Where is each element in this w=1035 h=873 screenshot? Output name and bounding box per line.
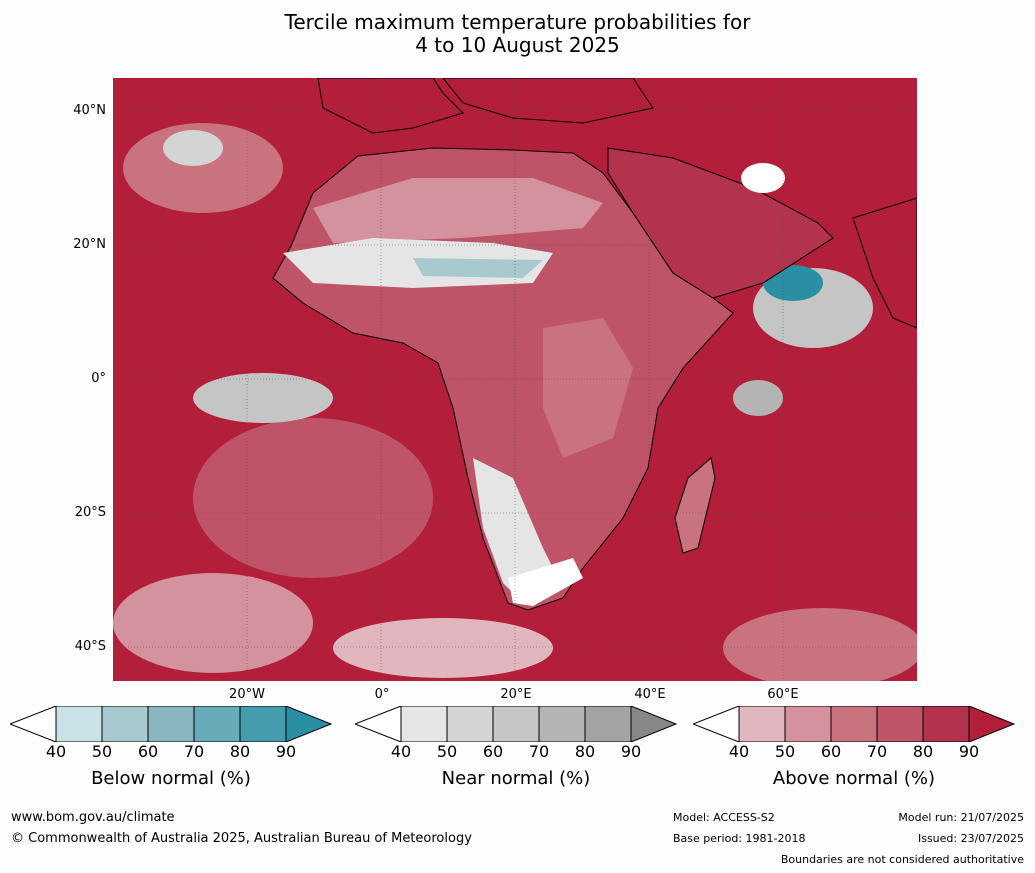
south-atlantic-low-zone [113, 573, 313, 673]
near-swatch-50-60 [446, 706, 494, 742]
gulf-guinea-near-zone [193, 373, 333, 423]
model-info: Model: ACCESS-S2 [673, 811, 775, 824]
colorbar-near-normal [355, 706, 677, 742]
azores-near-normal-zone [163, 130, 223, 166]
above-tick-90: 90 [958, 742, 980, 761]
below-swatch-over [285, 706, 332, 742]
above-swatch-70-80 [876, 706, 924, 742]
graticule [113, 78, 917, 681]
arabia-white-zone [741, 163, 785, 193]
lat-label-40n: 40°N [73, 103, 106, 118]
near-swatch-80-90 [584, 706, 632, 742]
above-tick-40: 40 [728, 742, 750, 761]
lon-label-0: 0° [374, 687, 390, 702]
map-title-line-1: Tercile maximum temperature probabilitie… [284, 10, 751, 34]
lon-label-20w: 20°W [229, 687, 265, 702]
lon-label-40e: 40°E [634, 687, 666, 702]
near-tick-70: 70 [528, 742, 550, 761]
arabian-peninsula [607, 147, 834, 299]
website-link[interactable]: www.bom.gov.au/climate [11, 810, 175, 825]
below-tick-80: 80 [229, 742, 251, 761]
near-normal-label: Near normal (%) [441, 768, 591, 789]
mediterranean-coast [442, 78, 654, 124]
lon-label-20e: 20°E [500, 687, 532, 702]
near-tick-60: 60 [482, 742, 504, 761]
issued-info: Issued: 23/07/2025 [917, 832, 1024, 845]
above-normal-label: Above normal (%) [772, 768, 936, 789]
below-tick-70: 70 [183, 742, 205, 761]
indian-ocean-near-zone [733, 380, 783, 416]
near-tick-80: 80 [574, 742, 596, 761]
near-swatch-60-70 [492, 706, 540, 742]
above-swatch-50-60 [784, 706, 832, 742]
above-swatch-80-90 [922, 706, 970, 742]
south-indian-ocean-zone [723, 608, 917, 681]
below-tick-50: 50 [91, 742, 113, 761]
near-swatch-over [630, 706, 677, 742]
near-swatch-under [355, 706, 402, 742]
namibia-near-zone [473, 458, 563, 603]
below-swatch-80-90 [239, 706, 287, 742]
map-title-line-2: 4 to 10 August 2025 [415, 33, 620, 57]
copyright-text: © Commonwealth of Australia 2025, Austra… [11, 831, 472, 846]
atlantic-north-zone [123, 123, 283, 213]
below-tick-40: 40 [45, 742, 67, 761]
above-tick-80: 80 [912, 742, 934, 761]
southern-ocean-zone [333, 618, 553, 678]
iberia-europe [317, 78, 464, 134]
sahel-below-zone [413, 258, 543, 278]
colorbar-below-normal [10, 706, 332, 742]
india-landmass [852, 197, 917, 329]
above-tick-60: 60 [820, 742, 842, 761]
below-normal-label: Below normal (%) [91, 768, 251, 789]
below-swatch-under [10, 706, 57, 742]
below-swatch-60-70 [147, 706, 195, 742]
south-atlantic-zone [193, 418, 433, 578]
above-swatch-40-50 [738, 706, 786, 742]
arabian-sea-below-zone [763, 265, 823, 301]
madagascar [674, 457, 716, 554]
near-tick-40: 40 [390, 742, 412, 761]
lat-label-equator: 0° [91, 371, 106, 386]
below-swatch-70-80 [193, 706, 241, 742]
near-swatch-40-50 [400, 706, 448, 742]
boundaries-disclaimer: Boundaries are not considered authoritat… [780, 853, 1024, 866]
below-tick-90: 90 [275, 742, 297, 761]
above-tick-50: 50 [774, 742, 796, 761]
below-swatch-50-60 [101, 706, 149, 742]
map-canvas [113, 78, 917, 681]
above-swatch-under [693, 706, 740, 742]
central-africa-zone [543, 318, 633, 458]
above-swatch-60-70 [830, 706, 878, 742]
south-africa-zone [508, 558, 583, 606]
colorbar-above-normal [693, 706, 1015, 742]
near-tick-50: 50 [436, 742, 458, 761]
above-swatch-over [968, 706, 1015, 742]
sahara-above-zone [313, 178, 603, 243]
near-tick-90: 90 [620, 742, 642, 761]
lat-label-20n: 20°N [73, 237, 106, 252]
below-swatch-40-50 [55, 706, 103, 742]
below-tick-60: 60 [137, 742, 159, 761]
probability-map [113, 78, 917, 681]
base-period-info: Base period: 1981-2018 [673, 832, 806, 845]
lat-label-20s: 20°S [74, 505, 106, 520]
model-run-info: Model run: 21/07/2025 [898, 811, 1024, 824]
near-swatch-70-80 [538, 706, 586, 742]
lon-label-60e: 60°E [767, 687, 799, 702]
lat-label-40s: 40°S [74, 639, 106, 654]
above-tick-70: 70 [866, 742, 888, 761]
